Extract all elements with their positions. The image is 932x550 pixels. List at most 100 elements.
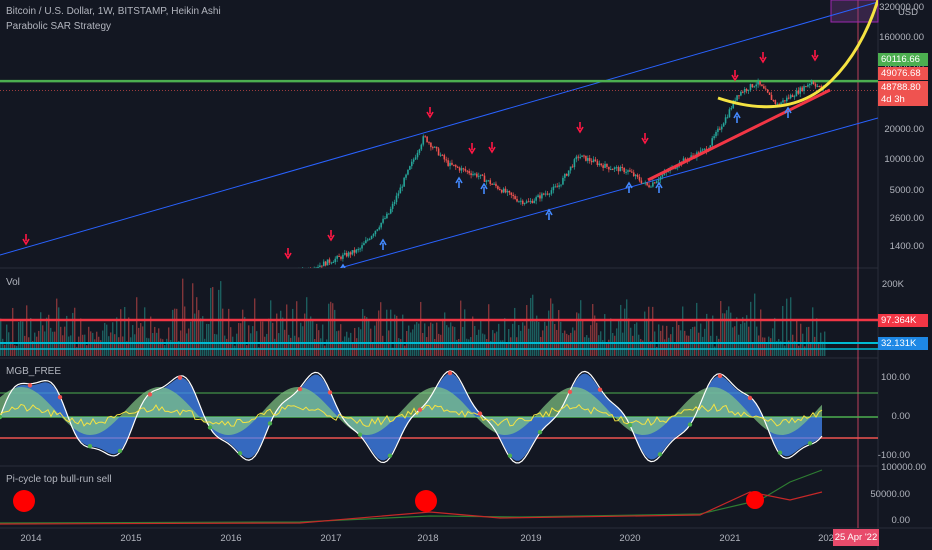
- volume-bar: [444, 312, 446, 356]
- mgb-tick-minus-100: -100.00: [877, 450, 910, 461]
- price-candle: [46, 279, 48, 280]
- symbol-title[interactable]: Bitcoin / U.S. Dollar, 1W, BITSTAMP, Hei…: [6, 6, 221, 17]
- volume-bar: [764, 337, 766, 356]
- volume-bar: [234, 345, 236, 356]
- price-candle: [460, 168, 463, 171]
- price-candle: [202, 311, 204, 315]
- volume-bar: [340, 324, 342, 356]
- volume-bar: [2, 338, 4, 356]
- volume-bar: [24, 335, 26, 356]
- price-candle: [573, 159, 576, 168]
- price-candle: [380, 222, 382, 228]
- volume-bar: [814, 336, 816, 356]
- price-candle: [508, 190, 511, 193]
- price-candle: [554, 186, 557, 188]
- volume-bar: [322, 324, 324, 356]
- price-candle: [338, 256, 340, 258]
- volume-title[interactable]: Vol: [6, 277, 20, 288]
- volume-bar: [450, 322, 452, 356]
- price-candle: [298, 271, 300, 273]
- price-candle: [361, 245, 363, 249]
- volume-bar: [678, 324, 680, 356]
- volume-bar: [686, 335, 688, 356]
- price-candle: [477, 175, 480, 177]
- volume-bar: [42, 325, 44, 356]
- volume-bar: [292, 308, 294, 356]
- volume-bar: [696, 302, 698, 356]
- price-candle: [72, 288, 74, 289]
- volume-bar: [622, 332, 624, 356]
- volume-bar: [594, 315, 596, 356]
- volume-bar: [160, 338, 162, 356]
- mgb-signal-dot: [687, 422, 693, 427]
- mgb-signal-dot: [267, 421, 273, 426]
- price-candle: [345, 252, 348, 257]
- yellow-parabola-curve: [717, 0, 878, 109]
- pi-cycle-top-signal: [13, 490, 35, 512]
- volume-bar: [454, 326, 456, 356]
- price-candle: [319, 265, 321, 268]
- price-candle: [472, 174, 474, 176]
- price-candle: [558, 185, 560, 187]
- cursor-date-tag: 25 Apr '22: [833, 529, 879, 546]
- price-candle: [130, 322, 132, 323]
- price-candle: [569, 166, 572, 171]
- volume-bar: [586, 335, 588, 356]
- volume-bar: [604, 314, 606, 356]
- currency-label[interactable]: USD: [897, 7, 918, 18]
- volume-bar: [26, 305, 28, 356]
- volume-bar: [152, 333, 154, 356]
- price-candle: [57, 280, 59, 284]
- price-candle: [604, 163, 606, 168]
- volume-bar: [488, 304, 490, 356]
- volume-bar: [480, 319, 482, 356]
- price-candle: [485, 180, 488, 182]
- price-candle: [518, 201, 520, 203]
- volume-bar: [798, 345, 800, 356]
- pi-cycle-title[interactable]: Pi-cycle top bull-run sell: [6, 474, 112, 485]
- mgb-title[interactable]: MGB_FREE: [6, 366, 62, 377]
- last-close-tag: 48788.80: [878, 81, 928, 94]
- time-axis-tick: 2014: [20, 533, 42, 544]
- volume-bar: [272, 322, 274, 356]
- volume-bar: [240, 323, 242, 356]
- volume-bar: [476, 334, 478, 356]
- volume-bar: [202, 316, 204, 356]
- volume-bar: [298, 337, 300, 356]
- volume-bar: [472, 316, 474, 356]
- price-candle: [799, 87, 802, 94]
- price-candle: [634, 174, 637, 176]
- volume-bar: [768, 336, 770, 356]
- volume-bar: [806, 327, 808, 356]
- price-candle: [351, 250, 354, 255]
- price-candle: [546, 193, 549, 195]
- pi-cycle-top-signal: [746, 491, 764, 509]
- volume-bar: [482, 333, 484, 356]
- price-candle: [264, 287, 266, 289]
- mgb-signal-dot: [177, 375, 183, 380]
- volume-bar: [4, 344, 6, 356]
- price-candle: [728, 109, 731, 118]
- volume-bar: [238, 323, 240, 356]
- price-candle: [107, 305, 109, 308]
- price-candle: [355, 249, 358, 253]
- price-candle: [424, 136, 426, 138]
- volume-bar: [434, 338, 436, 356]
- price-candle: [103, 303, 105, 308]
- volume-bar: [156, 332, 158, 356]
- price-candle: [462, 168, 465, 170]
- volume-bar: [398, 338, 400, 356]
- price-candle: [791, 95, 794, 98]
- price-candle: [506, 190, 509, 193]
- price-candle: [185, 322, 187, 323]
- price-candle: [587, 158, 589, 161]
- mgb-signal-dot: [447, 370, 453, 376]
- price-candle: [701, 149, 704, 151]
- strategy-title[interactable]: Parabolic SAR Strategy: [6, 21, 112, 32]
- volume-bar: [414, 324, 416, 356]
- volume-bar: [538, 321, 540, 356]
- price-candle: [795, 90, 798, 97]
- volume-bar: [264, 336, 266, 356]
- price-candle: [782, 100, 784, 103]
